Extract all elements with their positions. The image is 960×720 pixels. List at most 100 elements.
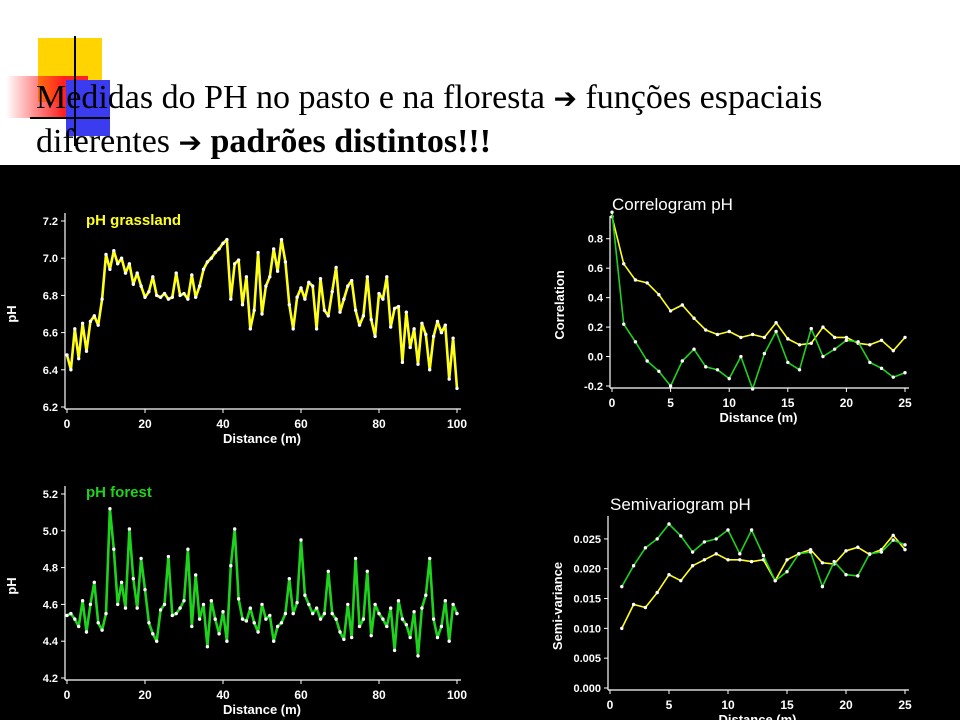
data-point: [739, 354, 743, 359]
data-point: [77, 356, 81, 361]
y-tick-label: 4.6: [43, 599, 58, 611]
data-point: [832, 335, 837, 340]
data-point: [201, 602, 206, 607]
data-point: [690, 550, 695, 554]
data-point: [702, 540, 707, 544]
data-point: [891, 538, 895, 542]
data-point: [357, 323, 362, 327]
data-point: [424, 593, 428, 597]
data-point: [808, 550, 813, 554]
data-point: [400, 617, 405, 621]
data-point: [622, 322, 626, 326]
data-point: [797, 368, 802, 372]
data-point: [447, 377, 451, 381]
data-point: [903, 335, 907, 340]
data-point: [451, 602, 455, 607]
chart-grassland: 0 20 40 60 80 100 6.2 6.4 6.6 6.8 7.0 7.2 Distance (…: [4, 212, 467, 446]
data-point: [385, 275, 389, 279]
data-point: [80, 599, 85, 603]
data-point: [104, 252, 108, 257]
data-point: [726, 528, 730, 532]
data-point: [381, 617, 385, 621]
data-point: [182, 291, 186, 296]
data-point: [856, 340, 860, 344]
data-point: [820, 561, 825, 565]
data-point: [287, 303, 291, 307]
data-point: [221, 241, 225, 246]
data-point: [346, 602, 350, 607]
y-tick-label: 0.025: [573, 534, 601, 546]
data-point: [330, 289, 334, 294]
data-point: [158, 608, 163, 612]
x-tick-label: 80: [372, 688, 386, 702]
data-point: [749, 559, 754, 564]
y-tick-label: 0.015: [573, 594, 601, 606]
data-point: [844, 549, 848, 553]
data-point: [209, 256, 213, 260]
data-point: [268, 275, 272, 279]
data-point: [100, 297, 104, 301]
data-point: [158, 295, 163, 299]
data-point: [868, 343, 872, 347]
data-point: [820, 584, 825, 589]
chart-panel: 0 20 40 60 80 100 6.2 6.4 6.6 6.8 7.0 7.2 Distance (…: [0, 165, 960, 720]
data-point: [657, 369, 661, 373]
data-point: [396, 304, 401, 309]
data-point: [692, 347, 696, 351]
data-point: [88, 319, 93, 324]
data-point: [620, 626, 624, 631]
data-point: [178, 293, 182, 298]
data-point: [428, 368, 432, 372]
data-point: [404, 622, 408, 627]
data-point: [92, 314, 97, 318]
chart-correlogram: 0 5 10 15 20 25 -0.2 0.0 0.2 0.4 0.6 0.8 Distance (m…: [552, 195, 912, 425]
data-point: [714, 552, 718, 556]
data-point: [166, 554, 171, 559]
data-point: [170, 613, 174, 618]
data-point: [186, 547, 190, 551]
data-point: [610, 210, 614, 214]
data-point: [404, 310, 408, 314]
data-point: [424, 332, 428, 337]
data-point: [667, 572, 671, 577]
x-tick-label: 20: [138, 688, 152, 702]
data-point: [381, 297, 385, 301]
deco-vertical-line: [74, 36, 76, 146]
data-point: [318, 617, 323, 621]
data-point: [127, 527, 132, 531]
data-point: [726, 558, 730, 562]
chart-semivariogram: 0 5 10 15 20 25 0.000 0.005 0.010 0.015 0.020 0.025…: [550, 495, 912, 720]
x-tick-label: 5: [666, 698, 673, 712]
data-point: [389, 325, 393, 329]
y-tick-label: 6.2: [43, 402, 58, 414]
data-point: [194, 295, 198, 299]
data-point: [147, 289, 151, 294]
data-point: [844, 335, 849, 340]
data-point: [221, 610, 225, 614]
data-point: [620, 584, 624, 589]
data-point: [715, 368, 720, 372]
data-point: [322, 611, 327, 616]
data-point: [451, 336, 455, 340]
data-point: [416, 654, 420, 658]
data-point: [679, 534, 683, 538]
data-point: [248, 606, 252, 610]
data-point: [295, 600, 299, 605]
data-point: [155, 639, 159, 643]
data-point: [891, 375, 895, 379]
data-point: [738, 558, 742, 562]
data-point: [385, 624, 389, 629]
data-point: [131, 576, 135, 581]
data-point: [174, 271, 178, 275]
data-point: [240, 303, 245, 307]
data-point: [330, 611, 334, 616]
deco-blue-square: [66, 80, 110, 136]
data-point: [369, 317, 373, 322]
data-point: [879, 366, 884, 371]
data-point: [307, 602, 311, 607]
data-point: [704, 328, 708, 332]
y-tick-label: 6.6: [43, 328, 58, 340]
data-point: [750, 387, 755, 391]
data-point: [832, 347, 837, 351]
